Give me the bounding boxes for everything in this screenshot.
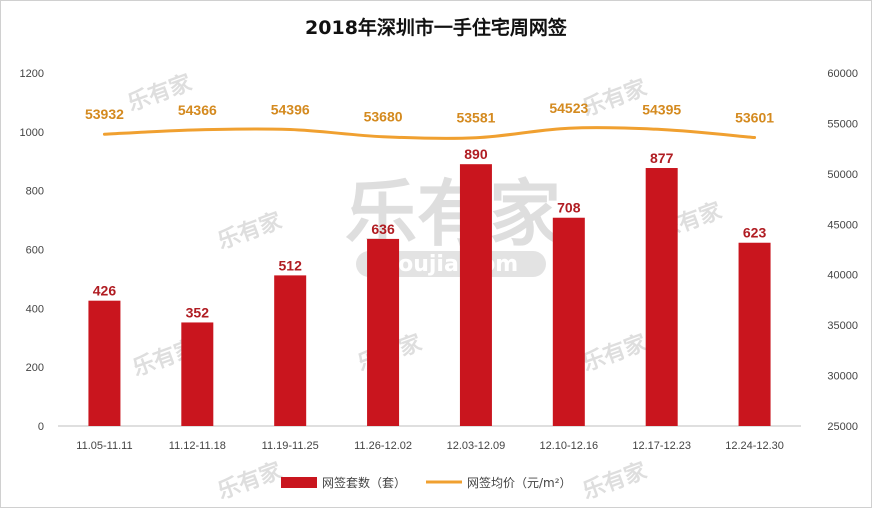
- bar: [459, 164, 492, 427]
- watermark-small-logo: 乐有家: [579, 329, 651, 376]
- line-value-label: 53581: [456, 110, 495, 126]
- right-axis-tick-label: 45000: [827, 219, 858, 231]
- bar: [367, 238, 400, 426]
- x-axis-tick-label: 12.10-12.16: [539, 440, 598, 452]
- left-axis-tick-label: 600: [26, 245, 44, 257]
- bar-value-label: 877: [650, 150, 674, 166]
- x-axis-tick-label: 12.03-12.09: [447, 440, 506, 452]
- line-value-label: 53601: [735, 110, 774, 126]
- watermark-small-logo: 乐有家: [579, 457, 651, 504]
- line-value-label: 54396: [271, 102, 310, 118]
- left-axis-tick-label: 800: [26, 186, 44, 198]
- price-line: [102, 126, 757, 140]
- bar: [645, 168, 678, 426]
- watermark-small-logo: 乐有家: [214, 457, 286, 504]
- data-labels: 426 352 512 636 890 708 877 623 53932 54366 54396 5…: [85, 100, 774, 320]
- line-series: [102, 126, 757, 140]
- svg-text:乐有家: 乐有家: [214, 207, 286, 254]
- bar-value-label: 426: [93, 283, 117, 299]
- legend: 网签套数（套） 网签均价（元/m²）: [281, 475, 572, 490]
- line-value-label: 54523: [549, 100, 588, 116]
- line-value-label: 53932: [85, 106, 124, 122]
- line-value-label: 53680: [364, 109, 403, 125]
- bar: [88, 300, 121, 426]
- bar-value-label: 890: [464, 146, 488, 162]
- svg-text:乐有家: 乐有家: [579, 329, 651, 376]
- bar-series: [88, 164, 771, 427]
- legend-label-bar: 网签套数（套）: [322, 475, 406, 490]
- svg-text:乐有家: 乐有家: [214, 457, 286, 504]
- bar: [552, 217, 585, 426]
- bar-value-label: 636: [371, 221, 395, 237]
- x-axis-tick-label: 11.05-11.11: [76, 440, 132, 452]
- right-axis-tick-label: 25000: [827, 421, 858, 433]
- bar: [274, 275, 307, 426]
- bar: [181, 322, 214, 426]
- left-axis-tick-label: 0: [38, 421, 44, 433]
- x-axis-tick-label: 12.17-12.23: [632, 440, 691, 452]
- legend-swatch-bar: [281, 477, 317, 488]
- line-value-label: 54366: [178, 102, 217, 118]
- right-axis-tick-label: 60000: [827, 68, 858, 80]
- x-axis-tick-label: 11.19-11.25: [262, 440, 319, 452]
- left-axis-tick-label: 1200: [20, 68, 44, 80]
- x-axis-tick-label: 11.12-11.18: [169, 440, 226, 452]
- watermark-small-logo: 乐有家: [579, 74, 651, 121]
- line-value-label: 54395: [642, 102, 681, 118]
- x-axis-tick-label: 11.26-12.02: [354, 440, 412, 452]
- left-axis-tick-label: 200: [26, 362, 44, 374]
- chart-title: 2018年深圳市一手住宅周网签: [305, 16, 568, 39]
- right-y-axis: 25000 30000 35000 40000 45000 50000 55000 60000: [827, 68, 858, 433]
- right-axis-tick-label: 35000: [827, 320, 858, 332]
- svg-text:youjia.com: youjia.com: [384, 252, 518, 277]
- bar-value-label: 708: [557, 200, 581, 216]
- x-axis-tick-label: 12.24-12.30: [725, 440, 784, 452]
- left-axis-tick-label: 400: [26, 303, 44, 315]
- watermark-small-logo: 乐有家: [214, 207, 286, 254]
- bar-value-label: 512: [279, 257, 303, 273]
- svg-text:乐有家: 乐有家: [579, 457, 651, 504]
- right-axis-tick-label: 50000: [827, 169, 858, 181]
- left-y-axis: 0 200 400 600 800 1000 1200: [20, 68, 44, 433]
- bar-value-label: 352: [186, 304, 210, 320]
- bar-value-label: 623: [743, 225, 767, 241]
- right-axis-tick-label: 40000: [827, 270, 858, 282]
- svg-text:乐有家: 乐有家: [579, 74, 651, 121]
- right-axis-tick-label: 30000: [827, 371, 858, 383]
- left-axis-tick-label: 1000: [20, 127, 44, 139]
- bar: [738, 242, 771, 426]
- right-axis-tick-label: 55000: [827, 118, 858, 130]
- x-axis: 11.05-11.11 11.12-11.18 11.19-11.25 11.26-1…: [76, 440, 784, 452]
- legend-label-line: 网签均价（元/m²）: [467, 475, 572, 490]
